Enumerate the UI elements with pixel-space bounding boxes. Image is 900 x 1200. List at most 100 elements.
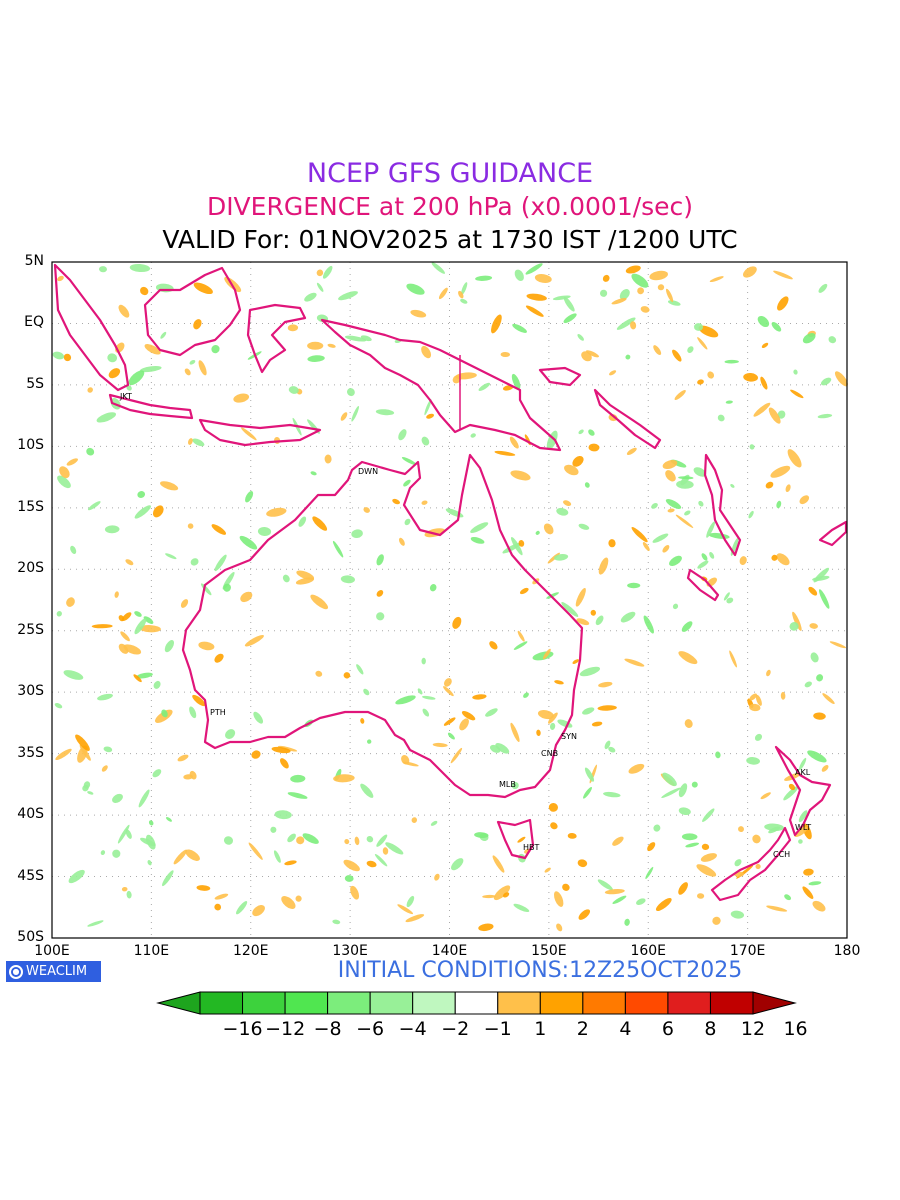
divergence-patch (798, 757, 807, 771)
divergence-patch (211, 524, 227, 535)
divergence-patch (161, 709, 168, 718)
lat-label: 5S (26, 375, 44, 392)
coastline-australia (181, 453, 584, 799)
colorbar-box (412, 991, 456, 1015)
colorbar (156, 991, 797, 1015)
divergence-patch (133, 674, 142, 683)
divergence-patch (461, 282, 468, 295)
divergence-patch (546, 430, 558, 450)
divergence-patch (302, 833, 319, 844)
divergence-patch (691, 781, 698, 788)
divergence-patch (809, 623, 818, 629)
divergence-patch (579, 666, 601, 677)
divergence-patch (624, 918, 630, 926)
coastline-lesser-sunda (198, 418, 322, 447)
divergence-patch (755, 863, 761, 870)
divergence-patch (749, 693, 758, 701)
coastline-nz-north (774, 745, 832, 837)
divergence-patch (87, 791, 94, 795)
divergence-patch (214, 653, 224, 663)
divergence-patch (173, 849, 187, 865)
divergence-patch (493, 885, 511, 901)
divergence-patch (295, 895, 302, 902)
lat-label: 30S (17, 683, 44, 700)
title-model: NCEP GFS GUIDANCE (306, 158, 594, 189)
divergence-patch (340, 575, 355, 584)
divergence-patch (125, 559, 134, 566)
divergence-patch (525, 305, 544, 317)
divergence-patch (603, 791, 621, 798)
divergence-patch (684, 510, 691, 516)
divergence-patch (474, 832, 489, 839)
coastline-borneo (143, 266, 242, 357)
divergence-patch (75, 734, 90, 751)
divergence-patch (702, 808, 715, 822)
divergence-patch (376, 554, 384, 566)
divergence-patch (193, 319, 202, 330)
divergence-patch (97, 693, 113, 701)
divergence-patch (296, 836, 305, 845)
divergence-patch (406, 895, 415, 908)
divergence-patch (443, 717, 456, 726)
divergence-patch (398, 537, 405, 546)
divergence-patch (834, 371, 848, 387)
divergence-patch (582, 707, 595, 715)
divergence-patch (382, 847, 389, 855)
divergence-patch (162, 870, 174, 887)
divergence-patch (729, 650, 737, 668)
divergence-patch (630, 321, 637, 330)
divergence-patch (777, 296, 789, 311)
divergence-patch (812, 900, 826, 912)
divergence-patch (706, 521, 715, 538)
divergence-patch (96, 412, 117, 423)
divergence-patch (510, 470, 531, 481)
divergence-patch (517, 836, 526, 843)
divergence-patch (134, 505, 151, 519)
divergence-patch (87, 387, 93, 393)
divergence-patch (734, 859, 742, 867)
divergence-patch (134, 618, 147, 635)
divergence-patch (366, 835, 374, 843)
city-label-jkt: JKT (120, 392, 132, 401)
divergence-patch (612, 895, 627, 904)
lon-label: 100E (34, 943, 70, 959)
colorbar-box (539, 991, 584, 1015)
colorbar-box (667, 991, 711, 1015)
colorbar-label: 8 (704, 1018, 717, 1040)
divergence-patch (776, 500, 782, 509)
divergence-patch (754, 733, 763, 741)
divergence-patch (612, 836, 624, 846)
divergence-patch (794, 826, 808, 838)
divergence-patch (114, 591, 119, 598)
divergence-patch (112, 849, 121, 858)
divergence-patch (136, 672, 153, 679)
divergence-patch (548, 712, 558, 724)
divergence-patch (777, 410, 786, 419)
divergence-patch (631, 527, 648, 543)
divergence-patch (274, 810, 292, 820)
colorbar-right-arrow (752, 991, 797, 1015)
divergence-patch (563, 500, 572, 507)
coastline-vanuatu (703, 453, 742, 557)
divergence-patch (537, 710, 554, 720)
divergence-patch (200, 583, 212, 596)
divergence-patch (765, 481, 774, 489)
divergence-patch (118, 615, 125, 622)
divergence-patch (697, 337, 708, 350)
divergence-patch (798, 839, 803, 844)
divergence-patch (374, 854, 388, 867)
divergence-patch (653, 824, 661, 832)
divergence-patch (68, 869, 85, 884)
divergence-patch (749, 444, 755, 450)
lat-label: EQ (24, 314, 44, 331)
divergence-patch (701, 553, 708, 561)
divergence-patch (790, 389, 804, 399)
lon-label: 120E (232, 943, 269, 959)
divergence-patch (510, 722, 520, 743)
divergence-patch (143, 616, 154, 624)
coastline-java (108, 393, 194, 420)
divergence-patch (712, 916, 721, 925)
lat-label: 50S (17, 929, 44, 945)
divergence-patch (376, 834, 388, 847)
colorbar-label: −8 (313, 1018, 342, 1040)
